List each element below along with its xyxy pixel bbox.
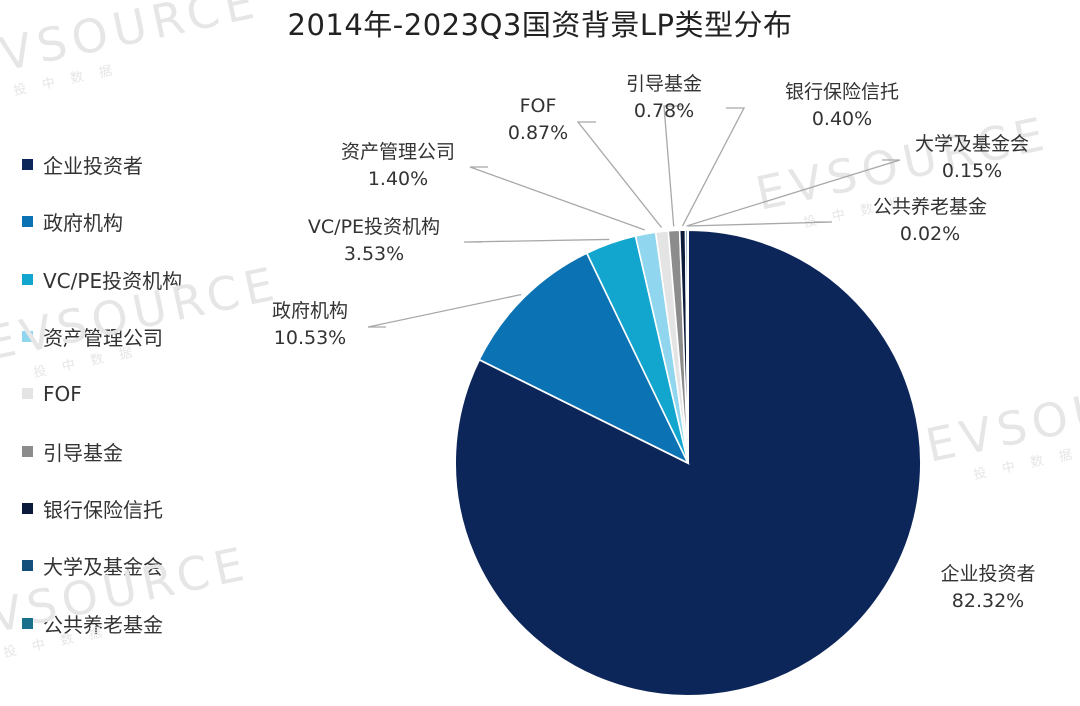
slice-labels: 企业投资者 82.32% 政府机构 10.53% VC/PE投资机构 3.53% 资产管理公…	[272, 73, 1036, 612]
leader-lines	[367, 105, 901, 328]
legend-swatch	[22, 273, 33, 285]
slice-label-value: 82.32%	[952, 590, 1024, 612]
legend-item: 银行保险信托	[22, 480, 182, 537]
slice-label-value: 0.40%	[812, 108, 872, 130]
slice-label-name: 政府机构	[272, 300, 348, 322]
legend-label: 大学及基金会	[43, 555, 163, 580]
slice-label-value: 0.87%	[508, 122, 568, 144]
legend-item: 大学及基金会	[22, 537, 182, 594]
slice-label-name: FOF	[520, 95, 557, 117]
watermark-brand: EVSOURCE	[0, 536, 254, 651]
legend-label: FOF	[43, 381, 82, 406]
legend-swatch	[22, 617, 33, 629]
slice-label-name: 公共养老基金	[873, 196, 987, 218]
slice-label-value: 3.53%	[344, 243, 404, 265]
chart-title: 2014年-2023Q3国资背景LP类型分布	[287, 8, 793, 42]
legend-item: FOF	[22, 365, 182, 422]
legend-item: 公共养老基金	[22, 594, 182, 651]
leader-line	[367, 293, 522, 328]
slice-label-value: 0.15%	[942, 160, 1002, 182]
legend-item: 企业投资者	[22, 136, 182, 193]
watermark-brand: EVSOURCE	[0, 256, 284, 371]
legend-item: VC/PE投资机构	[22, 251, 182, 308]
legend-label: VC/PE投资机构	[43, 268, 183, 293]
slice-label-value: 10.53%	[274, 327, 346, 349]
chart-legend: 企业投资者政府机构 VC/PE投资机构 资产管理公司 FOF 引导基金银行保险信托 大学及…	[22, 136, 182, 652]
slice-label-name: 大学及基金会	[915, 133, 1029, 155]
slice-label-name: 企业投资者	[940, 563, 1035, 585]
leader-line	[687, 221, 833, 227]
legend-swatch	[22, 502, 33, 514]
leader-line	[686, 159, 901, 227]
legend-label: 资产管理公司	[43, 326, 163, 351]
slice-label-name: 资产管理公司	[341, 141, 455, 163]
pie-slices	[454, 228, 922, 697]
legend-swatch	[22, 159, 33, 171]
legend-swatch	[22, 331, 33, 343]
leader-line	[463, 238, 610, 243]
slice-label-name: VC/PE投资机构	[308, 216, 440, 238]
legend-swatch	[22, 445, 33, 457]
legend-label: 公共养老基金	[43, 612, 163, 637]
legend-label: 银行保险信托	[43, 497, 163, 522]
legend-label: 企业投资者	[43, 154, 143, 179]
legend-swatch	[22, 216, 33, 228]
slice-label-value: 0.78%	[634, 100, 694, 122]
legend-item: 资产管理公司	[22, 308, 182, 365]
leader-line	[469, 166, 645, 231]
pie-slice	[478, 252, 690, 465]
legend-item: 政府机构	[22, 193, 182, 250]
leader-line	[681, 107, 746, 227]
legend-swatch	[22, 560, 33, 572]
legend-label: 引导基金	[43, 440, 123, 465]
slice-label-name: 引导基金	[626, 73, 702, 95]
slice-label-value: 1.40%	[368, 168, 428, 190]
legend-item: 引导基金	[22, 422, 182, 479]
leader-line	[663, 105, 682, 227]
slice-label-value: 0.02%	[900, 223, 960, 245]
slice-label-name: 银行保险信托	[785, 81, 899, 103]
legend-label: 政府机构	[43, 211, 123, 236]
leader-line	[576, 121, 662, 228]
watermark-brand: EVSOURCE	[0, 0, 264, 89]
legend-swatch	[22, 388, 33, 400]
